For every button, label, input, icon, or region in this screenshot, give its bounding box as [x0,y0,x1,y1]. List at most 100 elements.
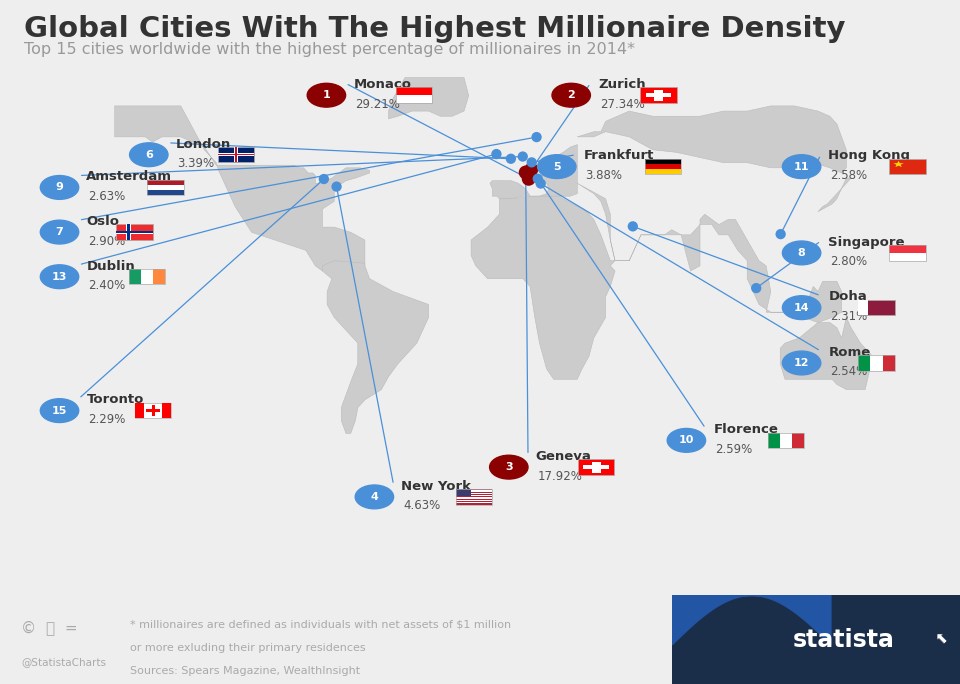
Bar [645,159,682,164]
Bar [871,355,882,371]
Bar [129,269,141,285]
Bar [234,147,238,163]
Circle shape [782,295,821,319]
Bar [654,90,663,101]
Bar [218,153,254,156]
Bar [134,403,172,419]
Bar [152,405,155,416]
Point [625,221,640,232]
Text: 2: 2 [567,90,575,101]
Text: Frankfurt: Frankfurt [584,149,654,162]
Bar [858,355,871,371]
Bar [456,494,492,495]
Point [503,153,518,164]
Bar [147,180,183,195]
Bar [147,190,183,195]
Bar [858,355,895,371]
Text: Doha: Doha [828,291,867,304]
Text: Toronto: Toronto [86,393,144,406]
Circle shape [40,399,79,423]
Bar [456,503,492,505]
Bar [645,169,682,174]
Text: New York: New York [401,479,471,492]
Bar [147,180,183,185]
Text: 11: 11 [794,161,809,172]
Bar [456,499,492,500]
Bar [218,154,254,155]
Point [329,181,345,192]
Text: Sources: Spears Magazine, WealthInsight: Sources: Spears Magazine, WealthInsight [130,666,360,676]
Bar [456,502,492,503]
Text: ⬆: ⬆ [931,628,951,648]
Text: Global Cities With The Highest Millionaire Density: Global Cities With The Highest Millionai… [24,15,846,43]
Circle shape [307,83,346,107]
Bar [768,432,804,448]
Point [489,148,504,159]
Bar [456,489,492,505]
Text: 1: 1 [323,90,330,101]
Bar [768,432,780,448]
Text: 2.59%: 2.59% [715,443,753,456]
Text: or more exluding their primary residences: or more exluding their primary residence… [130,643,365,653]
Bar [645,164,682,169]
Bar [889,245,925,261]
Circle shape [40,265,79,289]
Point [524,157,540,168]
Circle shape [782,155,821,179]
Bar [858,300,895,315]
Circle shape [355,485,394,509]
Point [518,167,534,178]
Bar [162,403,172,419]
Text: 2.54%: 2.54% [830,365,868,378]
Bar [456,500,492,501]
Circle shape [40,176,79,199]
Bar [646,93,671,97]
Bar [456,489,492,490]
Text: Oslo: Oslo [86,215,119,228]
Text: Hong Kong: Hong Kong [828,149,910,162]
Text: @StatistaCharts: @StatistaCharts [21,657,107,668]
Text: ©  ⓘ  =: © ⓘ = [21,620,78,635]
Text: Dublin: Dublin [86,259,135,272]
Text: 6: 6 [145,150,153,160]
Text: 12: 12 [794,358,809,368]
Bar [147,185,183,190]
Text: 2.40%: 2.40% [88,279,126,292]
Circle shape [552,83,590,107]
Bar [889,253,925,261]
Circle shape [782,241,821,265]
Text: 15: 15 [52,406,67,416]
Bar [127,224,132,240]
Text: Florence: Florence [713,423,779,436]
Text: 17.92%: 17.92% [538,469,583,483]
Bar [584,465,609,469]
Text: * millionaires are defined as individuals with net assets of $1 million: * millionaires are defined as individual… [130,620,511,630]
Bar [456,497,492,499]
Circle shape [40,220,79,244]
Text: 3.88%: 3.88% [586,169,623,182]
Circle shape [667,428,706,452]
Text: 2.90%: 2.90% [88,235,126,248]
Bar [456,490,492,492]
Bar [141,269,153,285]
Bar [116,224,153,240]
Bar [456,501,492,502]
Circle shape [782,351,821,375]
Bar [153,269,165,285]
Text: 7: 7 [56,227,63,237]
Bar [116,231,153,234]
Bar [129,269,165,285]
Text: Singapore: Singapore [828,236,905,249]
Text: Monaco: Monaco [353,78,411,91]
Text: 2.63%: 2.63% [88,190,126,203]
Text: Top 15 cities worldwide with the highest percentage of millionaires in 2014*: Top 15 cities worldwide with the highest… [24,42,635,57]
Text: 27.34%: 27.34% [600,98,645,111]
Text: 3.39%: 3.39% [178,157,215,170]
Text: 4.63%: 4.63% [403,499,441,512]
Bar [116,231,153,233]
Bar [146,409,160,412]
Point [773,228,788,239]
Text: 2.80%: 2.80% [830,255,868,268]
Text: 5: 5 [553,161,561,172]
Circle shape [490,456,528,479]
